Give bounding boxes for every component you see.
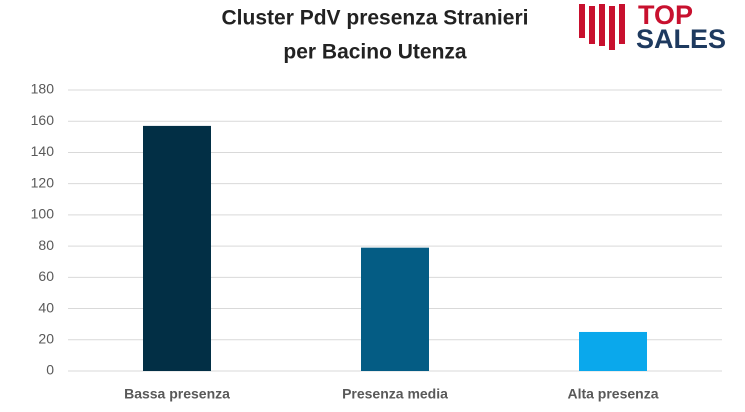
logo: TOP SALES: [579, 0, 726, 54]
y-tick-label: 0: [46, 362, 54, 378]
y-tick-label: 160: [31, 112, 55, 128]
y-tick-label: 60: [38, 268, 54, 284]
bar: [579, 331, 647, 371]
logo-bar: [609, 6, 615, 50]
y-tick-label: 20: [38, 330, 54, 346]
x-tick-label: Alta presenza: [567, 386, 658, 402]
logo-bar: [599, 4, 605, 46]
x-tick-label: Presenza media: [342, 386, 448, 402]
y-tick-label: 80: [38, 237, 54, 253]
logo-text: TOP: [638, 0, 693, 30]
logo-text: SALES: [636, 24, 726, 54]
logo-bar: [579, 4, 585, 38]
bar: [143, 125, 211, 372]
y-tick-label: 120: [31, 174, 55, 190]
y-tick-label: 100: [31, 206, 55, 222]
logo-bar: [619, 4, 625, 44]
chart-title: per Bacino Utenza: [283, 41, 467, 64]
y-tick-label: 180: [31, 81, 55, 97]
y-tick-label: 40: [38, 299, 54, 315]
chart-title: Cluster PdV presenza Stranieri: [222, 7, 529, 30]
logo-bar: [589, 6, 595, 44]
bar: [361, 247, 429, 371]
y-tick-label: 140: [31, 143, 55, 159]
x-tick-label: Bassa presenza: [124, 386, 230, 402]
